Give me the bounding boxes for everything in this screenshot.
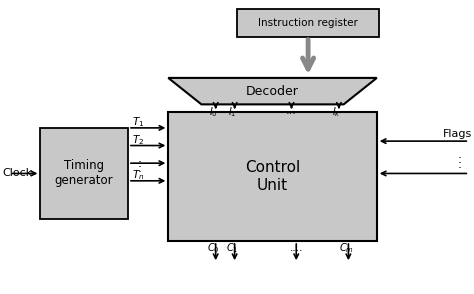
Text: .: .	[458, 148, 462, 161]
Text: Decoder: Decoder	[246, 85, 299, 98]
Polygon shape	[168, 78, 377, 104]
Text: Flags: Flags	[442, 129, 472, 139]
Text: $C_0$: $C_0$	[207, 242, 219, 255]
Text: Control
Unit: Control Unit	[245, 160, 300, 193]
Text: ...: ...	[286, 106, 297, 116]
Text: Clock: Clock	[2, 168, 33, 178]
Text: Timing
generator: Timing generator	[55, 159, 113, 188]
Text: $C_1$: $C_1$	[226, 242, 238, 255]
Bar	[237, 9, 379, 37]
Text: $I_1$: $I_1$	[228, 105, 237, 119]
Text: .: .	[138, 162, 142, 175]
Text: .: .	[458, 158, 462, 171]
Text: $T_1$: $T_1$	[132, 116, 144, 129]
Text: $T_2$: $T_2$	[132, 133, 144, 147]
Bar	[40, 128, 128, 219]
Text: $I_0$: $I_0$	[209, 105, 218, 119]
Text: Instruction register: Instruction register	[258, 18, 358, 28]
Text: .: .	[458, 153, 462, 166]
Bar	[168, 112, 377, 241]
Text: $I_k$: $I_k$	[332, 105, 341, 119]
Text: .: .	[138, 152, 142, 165]
Text: $T_n$: $T_n$	[132, 169, 144, 182]
Text: .: .	[138, 157, 142, 170]
Text: ....: ....	[290, 243, 303, 253]
Text: $C_m$: $C_m$	[338, 242, 354, 255]
